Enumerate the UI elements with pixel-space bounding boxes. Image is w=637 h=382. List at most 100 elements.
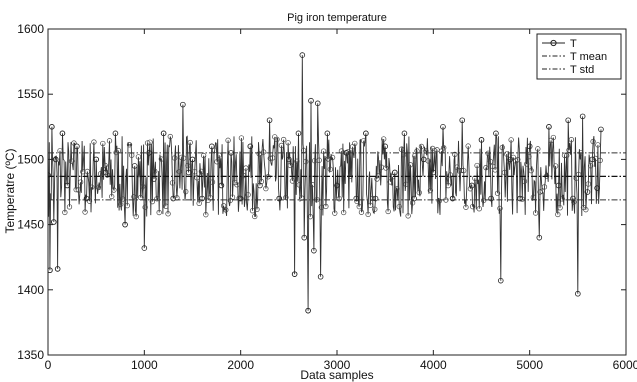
series-T-point bbox=[493, 130, 499, 137]
series-T-point bbox=[579, 113, 586, 120]
series-T-point bbox=[216, 152, 222, 158]
series-T-point bbox=[97, 171, 104, 177]
series-T-point bbox=[573, 175, 579, 181]
series-T-point bbox=[555, 182, 562, 189]
series-T-point bbox=[476, 206, 482, 212]
series-T-point bbox=[483, 164, 489, 171]
series-T-point bbox=[69, 158, 75, 164]
series-T-point bbox=[418, 143, 425, 150]
series-T-point bbox=[84, 168, 90, 175]
series-T-point bbox=[208, 143, 215, 150]
series-T-point bbox=[309, 182, 316, 188]
series-T-point bbox=[308, 97, 314, 104]
series-T-point bbox=[209, 179, 216, 185]
series-T-point bbox=[149, 198, 156, 205]
series-T-point bbox=[120, 196, 126, 202]
series-T-point bbox=[592, 155, 599, 162]
series-T-point bbox=[532, 210, 539, 216]
series-T-point bbox=[172, 155, 178, 161]
series-T-point bbox=[469, 182, 475, 189]
series-T-point bbox=[394, 186, 400, 192]
series-T-point bbox=[180, 101, 186, 108]
series-T-point bbox=[508, 137, 514, 143]
series-T-point bbox=[189, 156, 196, 163]
series-T-point bbox=[269, 155, 276, 161]
series-T-point bbox=[299, 52, 306, 58]
series-T-point bbox=[521, 178, 528, 184]
series-T-point bbox=[436, 198, 442, 204]
series-T-point bbox=[103, 169, 109, 176]
series-T-point bbox=[144, 140, 151, 146]
series-T-point bbox=[458, 167, 465, 174]
series-T-point bbox=[64, 182, 71, 189]
series-T-point bbox=[169, 180, 176, 186]
series-T-point bbox=[237, 195, 244, 202]
series-T-point bbox=[396, 203, 402, 210]
series-T-point bbox=[54, 266, 61, 272]
series-T-point bbox=[82, 209, 88, 215]
series-T-point bbox=[66, 204, 73, 210]
series-T-point bbox=[274, 136, 280, 143]
series-T-point bbox=[185, 169, 192, 176]
x-tick-label: 6000 bbox=[613, 358, 637, 372]
plot-area bbox=[48, 52, 626, 314]
series-group bbox=[48, 52, 626, 314]
series-T-point bbox=[570, 195, 576, 202]
series-T-point bbox=[341, 209, 347, 216]
series-T-point bbox=[528, 167, 534, 174]
series-T-point bbox=[401, 152, 407, 158]
series-T-point bbox=[192, 169, 198, 175]
series-T-point bbox=[280, 136, 287, 143]
series-T-point bbox=[445, 182, 451, 189]
series-T-point bbox=[327, 166, 333, 172]
series-T-point bbox=[356, 204, 362, 210]
series-T-point bbox=[298, 195, 305, 201]
series-T-point bbox=[329, 154, 336, 161]
series-T-point bbox=[407, 162, 414, 168]
series-T-point bbox=[183, 188, 189, 195]
series-T-point bbox=[555, 211, 561, 218]
series-T-point bbox=[524, 161, 530, 167]
series-T-point bbox=[256, 151, 262, 157]
series-T-point bbox=[163, 203, 169, 209]
series-T-point bbox=[320, 148, 327, 154]
series-T-point bbox=[590, 138, 596, 145]
series-T-point bbox=[199, 195, 205, 202]
y-tick-label: 1450 bbox=[17, 218, 44, 232]
legend-entry: T bbox=[570, 38, 577, 50]
series-T-point bbox=[295, 130, 302, 137]
series-T-point bbox=[203, 212, 209, 218]
series-T-point bbox=[449, 195, 456, 202]
series-T-point bbox=[546, 124, 552, 130]
series-T-point bbox=[585, 181, 591, 187]
series-T-point bbox=[463, 204, 469, 210]
series-T-point bbox=[565, 117, 571, 124]
series-T-point bbox=[550, 134, 557, 141]
series-T-point bbox=[352, 140, 358, 147]
series-T-point bbox=[48, 172, 51, 178]
series-T-point bbox=[196, 200, 202, 206]
series-T-point bbox=[131, 194, 137, 200]
series-T-point bbox=[382, 143, 388, 150]
series-T-point bbox=[305, 307, 311, 314]
series-T-point bbox=[187, 139, 193, 146]
series-T-point bbox=[501, 169, 508, 176]
series-T-point bbox=[369, 195, 376, 202]
series-T-point bbox=[474, 162, 480, 169]
series-T-point bbox=[552, 163, 559, 169]
y-axis-label: Temperatre (ºC) bbox=[3, 148, 17, 233]
series-T-point bbox=[336, 196, 342, 202]
series-T-point bbox=[588, 163, 594, 169]
series-T-point bbox=[294, 158, 300, 164]
series-T-point bbox=[49, 124, 55, 130]
series-T-point bbox=[459, 117, 466, 124]
series-T-point bbox=[332, 210, 338, 216]
series-T-point bbox=[133, 213, 139, 220]
series-T-point bbox=[74, 143, 80, 150]
series-T-point bbox=[176, 168, 182, 175]
series-T-point bbox=[225, 137, 231, 143]
series-T-point bbox=[198, 168, 205, 175]
series-T-point bbox=[345, 149, 351, 155]
series-T-point bbox=[165, 211, 171, 217]
series-T-point bbox=[214, 159, 220, 165]
